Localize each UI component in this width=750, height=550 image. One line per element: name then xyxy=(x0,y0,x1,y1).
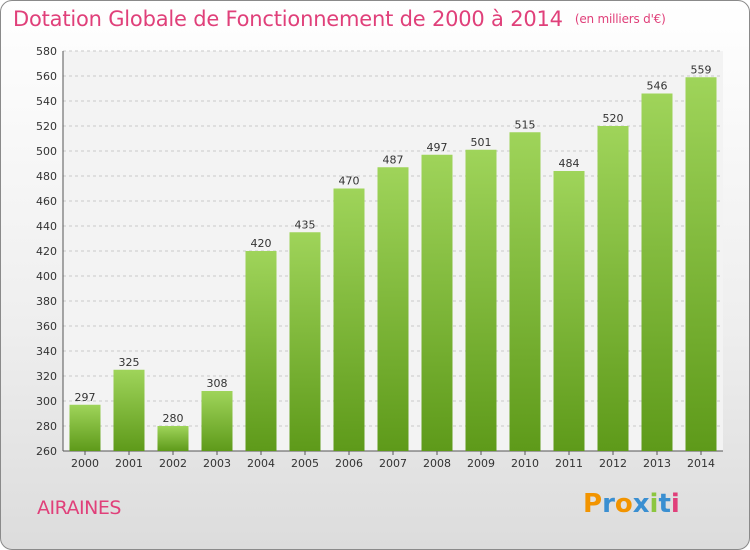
x-tick-label: 2003 xyxy=(203,457,231,470)
bar-value-label: 520 xyxy=(603,112,624,125)
bar-value-label: 497 xyxy=(427,141,448,154)
x-tick-label: 2011 xyxy=(555,457,583,470)
x-tick-label: 2007 xyxy=(379,457,407,470)
logo-letter: x xyxy=(632,489,650,519)
x-tick-label: 2000 xyxy=(71,457,99,470)
bar-value-label: 325 xyxy=(119,356,140,369)
y-tick-label: 260 xyxy=(36,445,57,458)
bar xyxy=(685,77,717,451)
logo-letter: t xyxy=(658,489,671,519)
bar xyxy=(553,171,585,451)
y-tick-label: 480 xyxy=(36,170,57,183)
x-tick-label: 2002 xyxy=(159,457,187,470)
bar xyxy=(69,404,101,451)
logo-letter: i xyxy=(670,489,680,519)
bar xyxy=(641,93,673,451)
bar xyxy=(201,391,233,451)
x-tick-label: 2009 xyxy=(467,457,495,470)
bar xyxy=(465,149,497,451)
bar xyxy=(113,369,145,451)
y-tick-label: 400 xyxy=(36,270,57,283)
bar-value-label: 420 xyxy=(251,237,272,250)
logo-letter: r xyxy=(602,489,615,519)
y-tick-label: 580 xyxy=(36,45,57,58)
bar-value-label: 559 xyxy=(691,63,712,76)
bar xyxy=(597,126,629,451)
x-tick-label: 2008 xyxy=(423,457,451,470)
x-tick-label: 2005 xyxy=(291,457,319,470)
y-tick-label: 320 xyxy=(36,370,57,383)
y-tick-label: 300 xyxy=(36,395,57,408)
chart-title-text: Dotation Globale de Fonctionnement de 20… xyxy=(13,7,563,31)
bar-value-label: 484 xyxy=(559,157,580,170)
y-tick-label: 500 xyxy=(36,145,57,158)
x-tick-label: 2014 xyxy=(687,457,715,470)
y-tick-label: 380 xyxy=(36,295,57,308)
proxiti-logo[interactable]: Proxiti xyxy=(583,489,680,519)
chart-title: Dotation Globale de Fonctionnement de 20… xyxy=(13,7,666,31)
bar-value-label: 546 xyxy=(647,80,668,93)
bar xyxy=(245,251,277,451)
logo-letter: i xyxy=(649,489,659,519)
y-tick-label: 520 xyxy=(36,120,57,133)
bar-value-label: 435 xyxy=(295,218,316,231)
y-tick-label: 360 xyxy=(36,320,57,333)
bar-value-label: 297 xyxy=(75,391,96,404)
bar xyxy=(333,188,365,451)
bar xyxy=(377,167,409,451)
y-tick-label: 460 xyxy=(36,195,57,208)
bar-value-label: 470 xyxy=(339,175,360,188)
bar xyxy=(509,132,541,451)
x-tick-label: 2012 xyxy=(599,457,627,470)
y-tick-label: 540 xyxy=(36,95,57,108)
logo-letter: o xyxy=(614,489,633,519)
y-tick-label: 340 xyxy=(36,345,57,358)
x-tick-label: 2004 xyxy=(247,457,275,470)
y-tick-label: 420 xyxy=(36,245,57,258)
x-tick-label: 2013 xyxy=(643,457,671,470)
chart-unit: (en milliers d'€) xyxy=(574,12,666,26)
bar xyxy=(421,154,453,451)
y-tick-label: 560 xyxy=(36,70,57,83)
bar xyxy=(289,232,321,451)
bar-value-label: 515 xyxy=(515,118,536,131)
x-tick-label: 2010 xyxy=(511,457,539,470)
x-tick-label: 2001 xyxy=(115,457,143,470)
bar-value-label: 501 xyxy=(471,136,492,149)
y-tick-label: 440 xyxy=(36,220,57,233)
city-name: AIRAINES xyxy=(37,497,121,519)
y-tick-label: 280 xyxy=(36,420,57,433)
bar-value-label: 487 xyxy=(383,153,404,166)
x-tick-label: 2006 xyxy=(335,457,363,470)
bar xyxy=(157,426,189,451)
bar-value-label: 308 xyxy=(207,377,228,390)
bar-value-label: 280 xyxy=(163,412,184,425)
logo-letter: P xyxy=(583,489,603,519)
